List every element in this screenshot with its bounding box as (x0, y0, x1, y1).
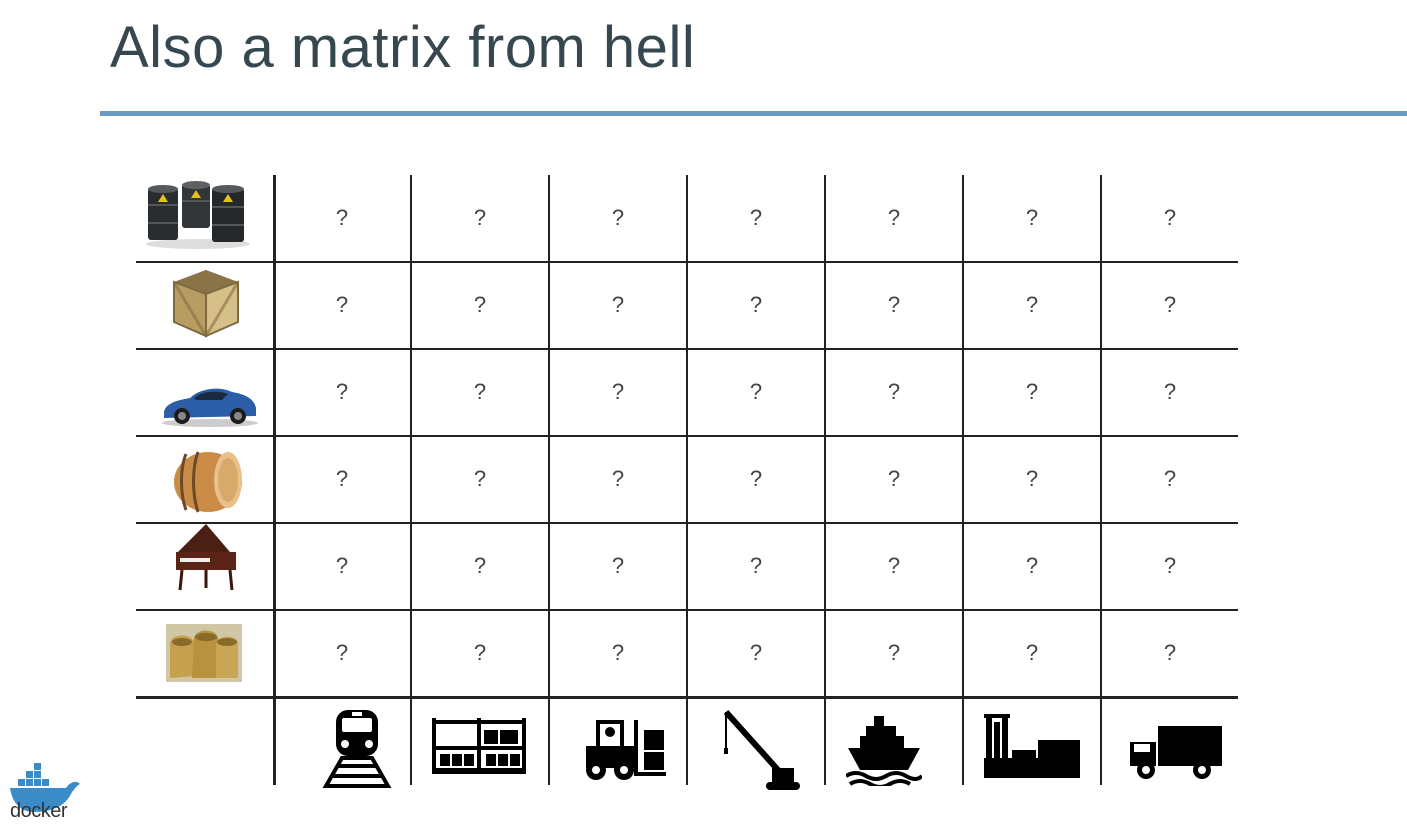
matrix-cell: ? (887, 553, 901, 578)
warehouse-shelves-icon (432, 718, 526, 774)
matrix-cell: ? (1025, 292, 1039, 317)
matrix-cell: ? (887, 205, 901, 230)
forklift-icon (586, 720, 666, 780)
row-header-divider (273, 175, 276, 785)
matrix-cell: ? (1163, 379, 1177, 404)
matrix-cell: ? (473, 553, 487, 578)
matrix-cell: ? (1025, 640, 1039, 665)
matrix-cell: ? (749, 292, 763, 317)
column-divider (1100, 175, 1102, 785)
matrix-cell: ? (611, 379, 625, 404)
matrix-cell: ? (1163, 466, 1177, 491)
matrix-cell: ? (887, 292, 901, 317)
matrix-cell: ? (749, 466, 763, 491)
matrix-cell: ? (611, 553, 625, 578)
matrix-cell: ? (887, 466, 901, 491)
wooden-crate-icon (172, 270, 240, 338)
sports-car-icon (162, 388, 258, 427)
matrix-cell: ? (749, 205, 763, 230)
crane-icon (723, 710, 800, 790)
matrix-cell: ? (335, 205, 349, 230)
column-divider (962, 175, 964, 785)
column-divider (548, 175, 550, 785)
matrix-cell: ? (611, 292, 625, 317)
matrix-cell: ? (749, 553, 763, 578)
column-divider (824, 175, 826, 785)
matrix-cell: ? (335, 292, 349, 317)
ship-icon (846, 716, 922, 786)
docker-logo-text: docker (10, 800, 68, 822)
matrix-cell: ? (611, 466, 625, 491)
matrix-cell: ? (335, 553, 349, 578)
matrix-cell: ? (335, 466, 349, 491)
matrix-cell: ? (887, 379, 901, 404)
grand-piano-icon (176, 524, 236, 591)
matrix-cell: ? (335, 640, 349, 665)
matrix-cell: ? (1163, 292, 1177, 317)
matrix-cell: ? (473, 205, 487, 230)
train-icon (322, 710, 392, 788)
matrix-cell: ? (473, 379, 487, 404)
matrix-cell: ? (1163, 205, 1177, 230)
docker-whale-icon (10, 763, 80, 812)
matrix-cell: ? (473, 292, 487, 317)
matrix-cell: ? (1163, 553, 1177, 578)
truck-icon (1130, 726, 1222, 779)
matrix-cell: ? (1025, 553, 1039, 578)
matrix-cell: ? (335, 379, 349, 404)
column-divider (686, 175, 688, 785)
column-divider (410, 175, 412, 785)
oil-barrels-icon (146, 181, 250, 249)
grain-sacks-icon (166, 624, 242, 682)
matrix-cell: ? (473, 640, 487, 665)
matrix-cell: ? (611, 205, 625, 230)
matrix-cell: ? (473, 466, 487, 491)
matrix-cell: ? (611, 640, 625, 665)
wine-barrel-icon (174, 451, 242, 513)
slide-title: Also a matrix from hell (110, 15, 696, 80)
matrix-cell: ? (1025, 379, 1039, 404)
matrix-cell: ? (1163, 640, 1177, 665)
title-underline (100, 111, 1407, 116)
matrix-cell: ? (1025, 466, 1039, 491)
matrix-cell: ? (749, 379, 763, 404)
matrix-cell: ? (1025, 205, 1039, 230)
matrix-cell: ? (887, 640, 901, 665)
matrix-cell: ? (749, 640, 763, 665)
factory-icon (984, 714, 1080, 778)
